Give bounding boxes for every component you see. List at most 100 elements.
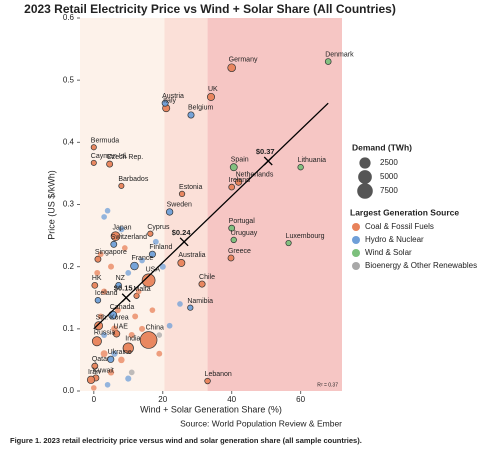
data-point xyxy=(97,313,104,320)
point-label: Kuwait xyxy=(93,368,114,375)
data-point xyxy=(91,281,99,289)
point-label: Iceland xyxy=(95,290,118,297)
data-point xyxy=(118,182,125,189)
size-legend-title: Demand (TWh) xyxy=(352,142,412,152)
data-point xyxy=(178,190,186,198)
data-point xyxy=(94,321,104,331)
point-label: Estonia xyxy=(179,184,202,191)
size-legend-marker xyxy=(357,183,373,199)
point-label: Singapore xyxy=(95,249,127,256)
x-axis-label: Wind + Solar Generation Share (%) xyxy=(140,404,282,414)
y-tick-label: 0.3 xyxy=(63,200,75,209)
data-point xyxy=(297,164,304,171)
point-label: Lithuania xyxy=(298,157,327,164)
y-tick-label: 0.0 xyxy=(63,386,75,395)
size-legend-label: 5000 xyxy=(380,172,398,181)
data-point xyxy=(152,238,159,245)
point-label: Canada xyxy=(110,304,135,311)
point-label: Russia xyxy=(94,329,116,336)
data-point xyxy=(156,350,163,357)
data-point xyxy=(118,226,125,233)
trend-marker xyxy=(121,293,131,303)
trend-marker-label: $0.37 xyxy=(256,147,275,156)
data-point xyxy=(135,288,142,295)
y-tick-label: 0.1 xyxy=(63,324,75,333)
point-label: Greece xyxy=(228,248,251,255)
point-label: Lebanon xyxy=(205,371,232,378)
point-label: Luxembourg xyxy=(286,233,325,240)
data-point xyxy=(324,58,332,65)
legend-label: Bioenergy & Other Renewables xyxy=(365,261,477,270)
size-legend-label: 7500 xyxy=(380,186,398,195)
point-label: Namibia xyxy=(187,298,213,305)
shaded-region xyxy=(207,18,342,391)
point-label: Japan xyxy=(113,225,132,232)
data-point xyxy=(122,342,134,354)
legend-label: Coal & Fossil Fuels xyxy=(365,222,434,231)
data-point xyxy=(125,375,132,382)
data-point xyxy=(86,375,96,384)
legend-marker xyxy=(352,236,360,244)
data-point xyxy=(125,269,132,276)
data-point xyxy=(227,254,235,262)
data-point xyxy=(107,355,115,363)
data-point xyxy=(115,281,122,289)
data-point xyxy=(101,288,108,295)
data-point xyxy=(111,325,118,333)
data-point xyxy=(100,350,108,358)
source-note: Source: World Population Review & Ember xyxy=(180,418,342,428)
point-label: Spain xyxy=(231,156,249,163)
x-tick-label: 20 xyxy=(158,395,167,404)
data-point xyxy=(106,160,114,168)
point-label: Ukraine xyxy=(108,349,132,356)
point-label: Australia xyxy=(178,252,205,259)
point-label: Bermuda xyxy=(91,137,120,144)
data-point xyxy=(130,261,139,271)
point-label: Chile xyxy=(199,274,215,281)
y-tick-label: 0.6 xyxy=(63,13,75,22)
data-point xyxy=(204,377,211,385)
plot-area xyxy=(80,18,342,391)
data-point xyxy=(110,231,121,242)
r-squared: R² = 0.37 xyxy=(317,382,338,388)
data-point xyxy=(229,163,238,172)
data-point xyxy=(165,208,174,216)
data-point xyxy=(139,257,145,264)
point-label: Iran xyxy=(88,369,100,376)
data-point xyxy=(94,255,102,263)
point-label: Malta xyxy=(134,286,151,293)
data-point xyxy=(166,322,173,329)
data-point xyxy=(161,99,169,107)
data-point xyxy=(187,111,195,119)
data-point xyxy=(121,245,128,251)
point-label: UAE xyxy=(114,323,129,330)
data-point xyxy=(111,350,118,357)
data-point xyxy=(118,356,125,364)
data-point xyxy=(207,92,215,101)
y-axis-label: Price (US $/kWh) xyxy=(46,170,56,240)
point-label: UK xyxy=(208,86,218,93)
point-label: China xyxy=(146,324,164,331)
trend-marker-label: $0.15 xyxy=(114,284,133,293)
y-tick-label: 0.5 xyxy=(63,75,75,84)
data-point xyxy=(177,259,186,267)
figure-caption: Figure 1. 2023 retail electricity price … xyxy=(10,436,362,445)
data-point xyxy=(177,301,183,307)
data-point xyxy=(94,269,101,276)
x-tick-label: 60 xyxy=(296,395,305,404)
legend-label: Wind & Solar xyxy=(365,248,412,257)
trend-marker xyxy=(263,156,273,166)
data-point xyxy=(141,273,156,288)
data-point xyxy=(94,297,102,304)
point-label: Switzerland xyxy=(111,234,147,241)
chart-title: 2023 Retail Electricity Price vs Wind + … xyxy=(24,2,396,16)
size-legend-marker xyxy=(358,170,372,184)
data-point xyxy=(128,369,135,376)
data-point xyxy=(90,144,97,151)
data-point xyxy=(285,239,292,247)
data-point xyxy=(159,263,166,270)
trend-marker xyxy=(179,237,189,247)
data-point xyxy=(101,332,108,338)
trend-marker-label: $0.24 xyxy=(172,228,192,237)
